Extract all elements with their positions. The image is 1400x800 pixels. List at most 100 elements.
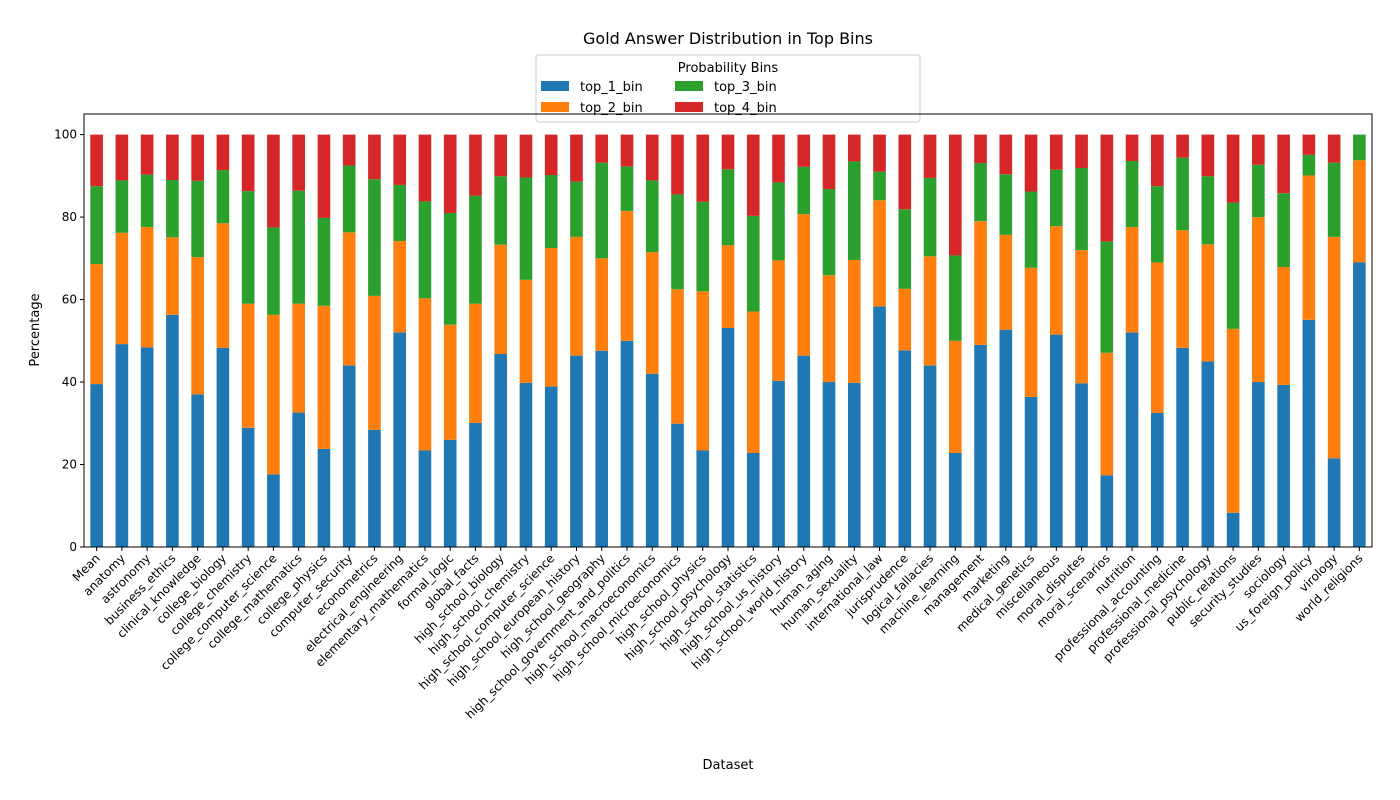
bar-top_2_bin-business_ethics [166, 237, 179, 315]
bar-top_2_bin-professional_accounting [1151, 262, 1164, 413]
bar-top_3_bin-global_facts [469, 195, 482, 304]
bar-top_4_bin-jurisprudence [898, 134, 912, 210]
bar-top_3_bin-virology [1327, 162, 1341, 237]
bar-top_4_bin-management [974, 134, 987, 164]
bar-top_2_bin-sociology [1277, 266, 1290, 385]
bar-top_3_bin-management [974, 163, 987, 222]
bar-top_2_bin-college_physics [317, 305, 331, 449]
bar-top_3_bin-nutrition [1125, 161, 1139, 227]
bar-top_1_bin-marketing [999, 329, 1013, 547]
bar-top_2_bin-high_school_statistics [746, 311, 760, 453]
bar-top_4_bin-marketing [999, 134, 1013, 175]
bar-top_4_bin-high_school_psychology [721, 134, 735, 170]
bar-top_2_bin-high_school_computer_science [544, 248, 558, 387]
bar-top_2_bin-high_school_us_history [772, 260, 785, 381]
bar-top_4_bin-high_school_us_history [772, 134, 785, 183]
bar-top_3_bin-high_school_us_history [772, 182, 785, 261]
bar-top_2_bin-moral_disputes [1075, 250, 1088, 384]
bar-top_4_bin-college_computer_science [267, 134, 280, 228]
bar-top_4_bin-virology [1327, 134, 1341, 163]
bar-top_1_bin-professional_medicine [1176, 347, 1189, 547]
bar-top_1_bin-high_school_biology [494, 354, 508, 547]
bar-top_4_bin-high_school_microeconomics [671, 134, 684, 195]
legend-title: Probability Bins [678, 61, 779, 76]
bar-top_2_bin-high_school_world_history [797, 214, 811, 356]
bar-top_1_bin-elementary_mathematics [418, 450, 432, 547]
bar-top_4_bin-high_school_macroeconomics [645, 134, 659, 181]
bar-top_1_bin-high_school_statistics [746, 452, 760, 547]
bar-top_2_bin-global_facts [469, 303, 482, 423]
bar-top_2_bin-professional_psychology [1201, 244, 1215, 362]
bar-top_4_bin-high_school_statistics [746, 134, 760, 216]
bar-top_4_bin-security_studies [1252, 134, 1265, 165]
bar-top_2_bin-computer_security [342, 232, 356, 366]
legend: Probability Bins top_1_bin top_2_bin top_3… [535, 54, 921, 123]
bar-top_2_bin-miscellaneous [1050, 226, 1063, 335]
bar-top_2_bin-security_studies [1252, 217, 1265, 383]
plot-area: Meananatomyastronomybusiness_ethicsclini… [54, 128, 1366, 722]
bar-top_2_bin-elementary_mathematics [418, 298, 432, 451]
bar-top_4_bin-human_aging [822, 134, 836, 190]
bar-top_2_bin-management [974, 221, 987, 345]
bar-top_3_bin-professional_accounting [1151, 186, 1164, 263]
bar-top_1_bin-high_school_physics [696, 450, 710, 547]
bar-top_3_bin-econometrics [368, 179, 381, 296]
legend-label-top_3_bin: top_3_bin [714, 80, 777, 95]
bar-top_3_bin-high_school_physics [696, 201, 710, 292]
legend-swatch-top_4_bin [675, 102, 703, 112]
bar-top_3_bin-formal_logic [443, 212, 457, 325]
bar-top_4_bin-econometrics [368, 134, 381, 180]
bar-top_1_bin-college_computer_science [267, 474, 280, 547]
bar-top_3_bin-college_biology [216, 170, 230, 224]
bar-top_4_bin-formal_logic [443, 134, 457, 213]
bar-top_2_bin-virology [1327, 236, 1341, 459]
bar-top_3_bin-high_school_computer_science [544, 175, 558, 249]
y-tick-label-60: 60 [62, 293, 77, 307]
bar-top_1_bin-anatomy [115, 344, 129, 547]
bar-top_2_bin-clinical_knowledge [191, 257, 204, 395]
bar-top_1_bin-moral_scenarios [1100, 475, 1114, 547]
bar-top_3_bin-anatomy [115, 180, 129, 233]
bar-top_2_bin-high_school_psychology [721, 245, 735, 329]
bar-top_2_bin-international_law [873, 200, 886, 307]
bar-top_1_bin-high_school_government_and_politics [620, 340, 634, 547]
bar-top_3_bin-high_school_world_history [797, 166, 811, 215]
bar-top_2_bin-college_computer_science [267, 314, 280, 475]
bar-top_4_bin-clinical_knowledge [191, 134, 204, 181]
bar-top_1_bin-college_physics [317, 448, 331, 547]
bar-top_1_bin-computer_security [342, 365, 356, 547]
bar-top_4_bin-high_school_computer_science [544, 134, 558, 176]
bar-top_1_bin-formal_logic [443, 439, 457, 547]
bar-top_3_bin-business_ethics [166, 179, 179, 238]
bar-top_1_bin-electrical_engineering [393, 332, 406, 547]
bar-top_1_bin-high_school_chemistry [519, 382, 533, 547]
bar-top_4_bin-high_school_geography [595, 134, 609, 163]
bar-top_4_bin-business_ethics [166, 134, 179, 180]
bar-top_1_bin-high_school_geography [595, 350, 609, 547]
bar-top_1_bin-high_school_microeconomics [671, 423, 684, 547]
bar-top_1_bin-sociology [1277, 384, 1290, 547]
bar-top_3_bin-clinical_knowledge [191, 180, 204, 258]
bar-top_2_bin-high_school_chemistry [519, 279, 533, 383]
bar-top_3_bin-professional_medicine [1176, 157, 1189, 231]
bar-top_2_bin-astronomy [140, 226, 154, 348]
bar-top_2_bin-world_religions [1353, 160, 1366, 263]
bar-top_3_bin-astronomy [140, 174, 154, 227]
bar-top_4_bin-medical_genetics [1024, 134, 1038, 192]
bar-top_1_bin-college_chemistry [241, 427, 255, 547]
bar-top_3_bin-human_aging [822, 189, 836, 276]
bar-top_3_bin-high_school_microeconomics [671, 194, 684, 290]
legend-label-top_1_bin: top_1_bin [580, 80, 643, 95]
bar-top_4_bin-astronomy [140, 134, 154, 175]
bar-top_4_bin-sociology [1277, 134, 1290, 194]
bar-top_3_bin-moral_disputes [1075, 168, 1088, 251]
bar-top_3_bin-high_school_biology [494, 176, 508, 245]
bar-top_4_bin-elementary_mathematics [418, 134, 432, 202]
bar-top_3_bin-Mean [90, 186, 103, 265]
bar-top_4_bin-high_school_chemistry [519, 134, 533, 178]
bar-top_2_bin-high_school_geography [595, 258, 609, 351]
legend-swatch-top_3_bin [675, 81, 703, 91]
bar-top_4_bin-human_sexuality [847, 134, 861, 162]
bar-top_1_bin-global_facts [469, 422, 482, 547]
